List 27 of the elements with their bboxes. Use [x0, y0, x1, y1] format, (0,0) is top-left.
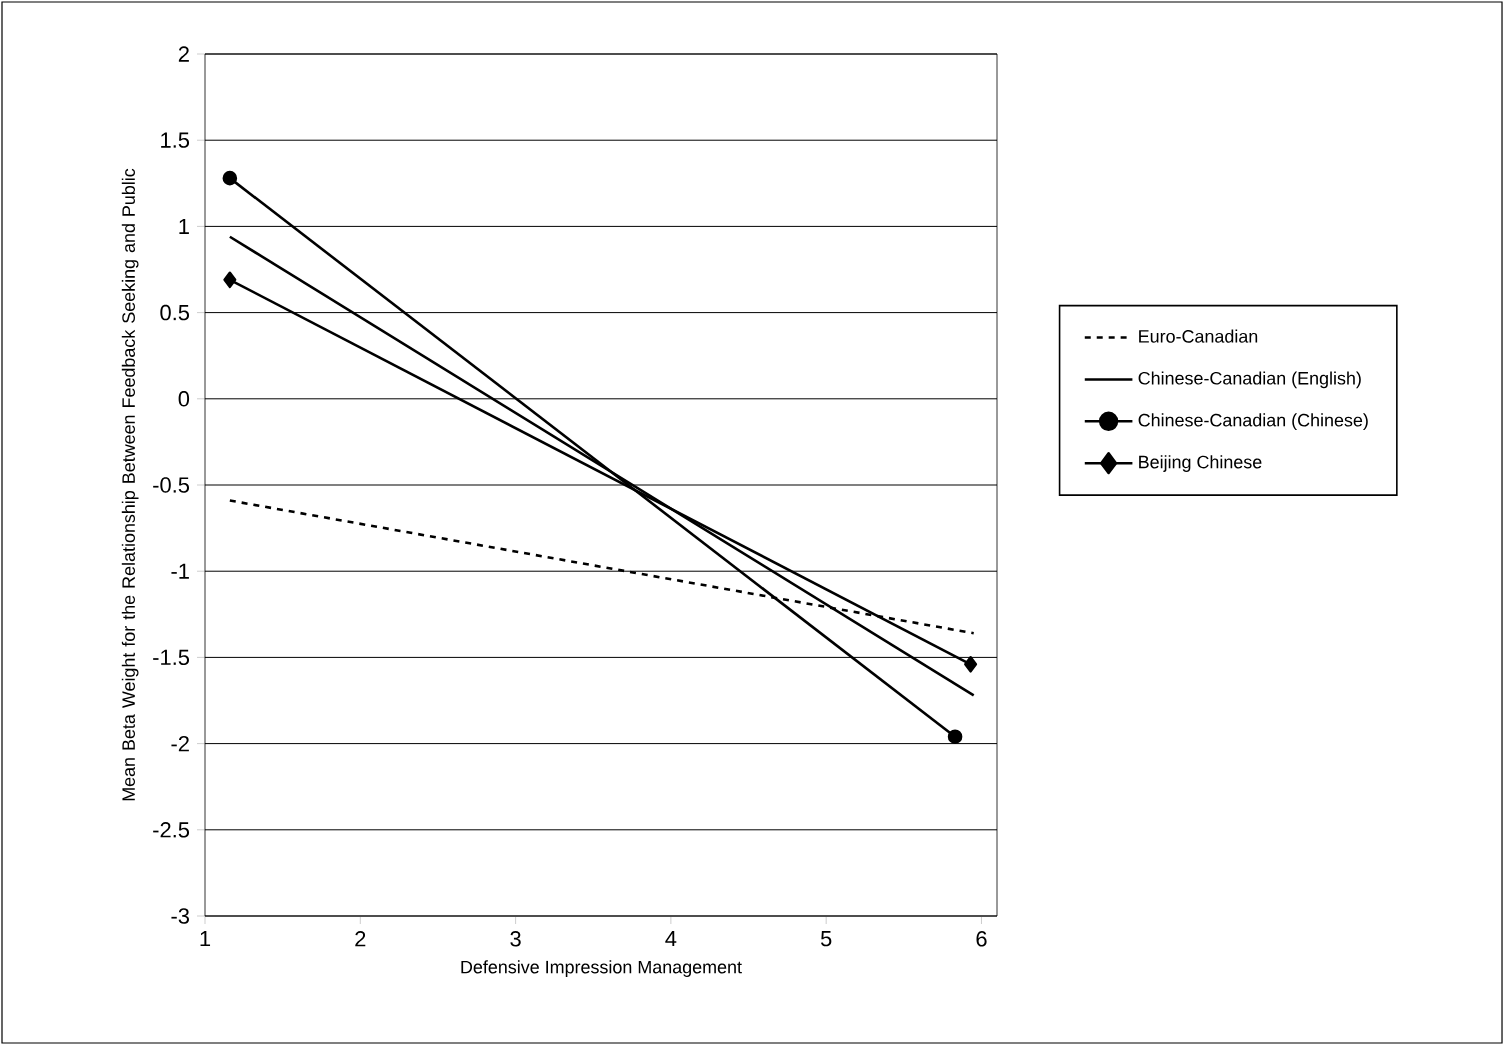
- x-tick-label: 6: [976, 931, 987, 947]
- y-tick-label: 1.5: [161, 132, 190, 148]
- y-tick-label: 0: [178, 391, 190, 407]
- legend-label: Chinese-Canadian (Chinese): [1138, 413, 1368, 431]
- point: [222, 170, 238, 186]
- y-axis-title: Mean Beta Weight for the Relationship Between Feedback Seeking and Public: [121, 168, 139, 801]
- point: [223, 271, 237, 289]
- x-tick-label: 1: [200, 931, 211, 947]
- y-tick-label: 1: [179, 218, 189, 234]
- x-tick-label: 4: [665, 931, 677, 947]
- x-axis-title: Defensive Impression Management: [461, 960, 742, 977]
- x-tick-label: 5: [820, 931, 832, 947]
- legend-label: Chinese-Canadian (English): [1138, 371, 1361, 389]
- y-tick-label: -1.5: [153, 649, 190, 666]
- point: [964, 656, 978, 673]
- x-tick-label: 2: [355, 931, 366, 947]
- legend-label: Beijing Chinese: [1139, 455, 1262, 472]
- y-tick-label: 2: [178, 46, 189, 62]
- y-tick-label: -1: [171, 563, 189, 579]
- y-tick-label: 0.5: [160, 304, 190, 321]
- legend-label: Euro-Canadian: [1139, 329, 1258, 343]
- y-tick-label: -0.5: [153, 477, 190, 493]
- y-tick-label: -2.5: [153, 822, 190, 838]
- y-tick-label: -3: [171, 908, 189, 924]
- point: [947, 729, 963, 744]
- x-tick-label: 3: [510, 931, 521, 947]
- y-tick-label: -2: [171, 735, 189, 752]
